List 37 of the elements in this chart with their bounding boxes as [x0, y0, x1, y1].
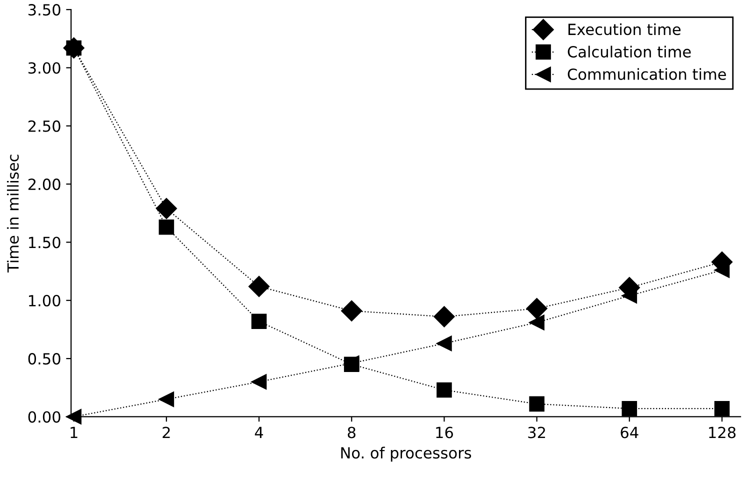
legend-label: Calculation time — [568, 46, 691, 58]
y-axis-title: Time in millisec — [6, 154, 19, 273]
y-tick-label: 3.00 — [28, 62, 60, 74]
x-tick-label: 4 — [254, 426, 264, 438]
point — [158, 219, 174, 235]
point — [156, 198, 177, 220]
point — [251, 314, 267, 329]
point — [436, 336, 452, 352]
point — [436, 382, 452, 398]
x-tick-label: 32 — [528, 426, 545, 438]
x-tick-label: 2 — [162, 426, 170, 438]
point — [529, 396, 544, 412]
x-tick-label: 64 — [620, 426, 638, 438]
y-tick-label: 1.50 — [29, 236, 60, 248]
x-tick-label: 8 — [348, 426, 356, 438]
x-tick-label: 128 — [709, 426, 736, 438]
x-tick-label: 1 — [70, 426, 78, 438]
y-tick-label: 0.50 — [28, 353, 60, 365]
point — [622, 400, 638, 416]
point — [529, 314, 544, 330]
y-tick-label: 1.00 — [29, 294, 60, 306]
y-tick-label: 2.00 — [28, 178, 60, 190]
y-tick-label: 2.50 — [28, 120, 60, 132]
x-axis-title: No. of processors — [341, 446, 472, 462]
point — [158, 392, 174, 407]
point — [526, 298, 548, 320]
point — [341, 300, 362, 322]
point — [434, 306, 455, 328]
point — [248, 276, 270, 297]
x-tick-label: 16 — [436, 426, 453, 438]
legend-label: Execution time — [568, 23, 681, 36]
legend-label: Communication time — [568, 68, 726, 80]
y-tick-label: 0.00 — [28, 411, 60, 423]
point — [66, 409, 82, 424]
point — [714, 400, 730, 416]
y-tick-label: 3.50 — [28, 4, 60, 16]
point — [251, 374, 267, 390]
